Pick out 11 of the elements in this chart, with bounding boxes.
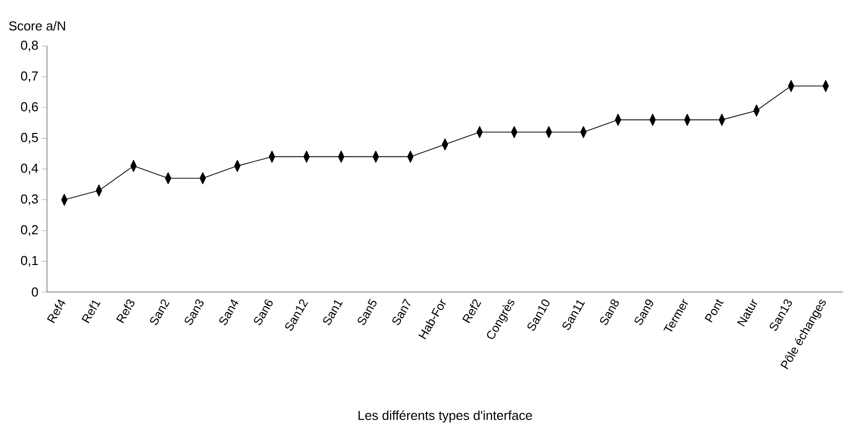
y-tick-label: 0 bbox=[32, 287, 38, 297]
y-tick-label: 0,8 bbox=[20, 40, 38, 52]
y-tick-label: 0,3 bbox=[20, 194, 38, 206]
y-tick-label: 0,4 bbox=[20, 164, 38, 174]
y-tick-label: 0,5 bbox=[20, 132, 38, 144]
y-tick-label: 0,6 bbox=[20, 102, 38, 113]
y-tick-label: 0,1 bbox=[20, 256, 38, 267]
y-axis-title: Score a/N bbox=[9, 20, 66, 30]
y-tick-label: 0,2 bbox=[20, 225, 38, 236]
y-tick-label: 0,7 bbox=[20, 71, 38, 82]
x-axis-title: Les différents types d'interface bbox=[358, 410, 532, 423]
